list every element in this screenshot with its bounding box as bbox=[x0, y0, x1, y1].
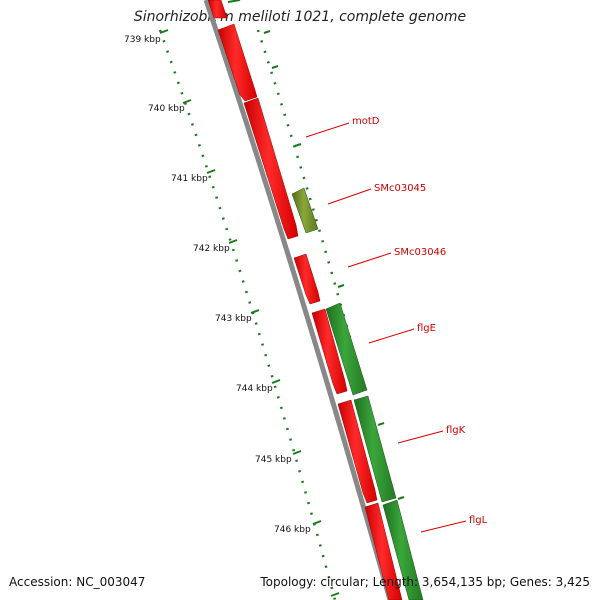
outer-tick-5 bbox=[377, 422, 385, 426]
gene-arrow-SMc03046[interactable] bbox=[293, 253, 321, 305]
gene-arrow-top[interactable] bbox=[207, 0, 228, 19]
gene-arrow-SMc03045[interactable] bbox=[291, 187, 319, 234]
gene-arrow-motD[interactable] bbox=[243, 97, 299, 240]
genome-summary: Topology: circular; Length: 3,654,135 bp… bbox=[260, 575, 590, 589]
reverse-genes bbox=[291, 187, 424, 600]
gene-label-SMc03045[interactable]: SMc03045 bbox=[374, 183, 426, 194]
leader-SMc03046 bbox=[347, 252, 392, 268]
gene-label-flgL[interactable]: flgL bbox=[469, 515, 488, 526]
gene-arrow-flgK-fwd[interactable] bbox=[337, 399, 378, 504]
tick-marks bbox=[159, 29, 340, 597]
tick-label-746: 746 kbp bbox=[274, 525, 311, 535]
gene-arrow-flgK-rev[interactable] bbox=[353, 395, 397, 503]
gene-arrow-flgL-fwd[interactable] bbox=[364, 502, 403, 600]
label-leaders bbox=[305, 122, 467, 533]
outer-tick-4 bbox=[337, 284, 345, 288]
outer-tick-marks bbox=[263, 30, 405, 500]
gene-label-motD[interactable]: motD bbox=[352, 116, 380, 127]
tick-label-745: 745 kbp bbox=[255, 455, 292, 465]
tick-mark-743 bbox=[250, 309, 260, 314]
leader-flgL bbox=[420, 520, 467, 533]
outer-tick-6 bbox=[397, 496, 405, 500]
tick-label-741: 741 kbp bbox=[171, 174, 208, 184]
gene-label-flgK[interactable]: flgK bbox=[446, 425, 466, 436]
leader-motD bbox=[305, 122, 350, 138]
tick-mark-745 bbox=[292, 450, 302, 455]
leader-SMc03045 bbox=[327, 188, 372, 205]
gene-arrow-flgE-rev[interactable] bbox=[325, 302, 368, 396]
gene-label-flgE[interactable]: flgE bbox=[417, 323, 436, 334]
tick-mark-744 bbox=[271, 379, 281, 384]
tick-mark-740 bbox=[182, 99, 192, 104]
tick-labels: 739 kbp 740 kbp 741 kbp 742 kbp 743 kbp … bbox=[124, 35, 311, 535]
tick-label-739: 739 kbp bbox=[124, 35, 161, 45]
tick-label-744: 744 kbp bbox=[236, 384, 273, 394]
tick-mark-742 bbox=[228, 239, 238, 244]
forward-genes bbox=[207, 0, 403, 600]
tick-label-740: 740 kbp bbox=[148, 104, 185, 114]
tick-label-742: 742 kbp bbox=[193, 244, 230, 254]
accession-text: Accession: NC_003047 bbox=[9, 575, 146, 589]
backbone-shadow bbox=[203, 0, 393, 600]
gene-arrow-upstream[interactable] bbox=[217, 23, 258, 102]
outer-tick-3 bbox=[294, 143, 302, 147]
tick-mark-747 bbox=[330, 592, 340, 597]
gene-label-SMc03046[interactable]: SMc03046 bbox=[394, 247, 446, 258]
leader-flgE bbox=[368, 328, 415, 344]
gene-arrow-flgE-fwd[interactable] bbox=[311, 308, 348, 395]
tick-mark-739 bbox=[159, 29, 169, 34]
tick-mark-746 bbox=[312, 520, 322, 525]
gene-labels: motD SMc03045 SMc03046 flgE flgK flgL bbox=[352, 116, 488, 526]
tick-mark-741 bbox=[206, 169, 216, 174]
outer-tick-1 bbox=[263, 30, 271, 34]
outer-ring-tick bbox=[227, 0, 241, 3]
tick-label-743: 743 kbp bbox=[215, 314, 252, 324]
leader-flgK bbox=[397, 430, 444, 444]
gene-arrow-flgL-rev[interactable] bbox=[382, 499, 424, 600]
outer-tick-2 bbox=[271, 65, 279, 69]
